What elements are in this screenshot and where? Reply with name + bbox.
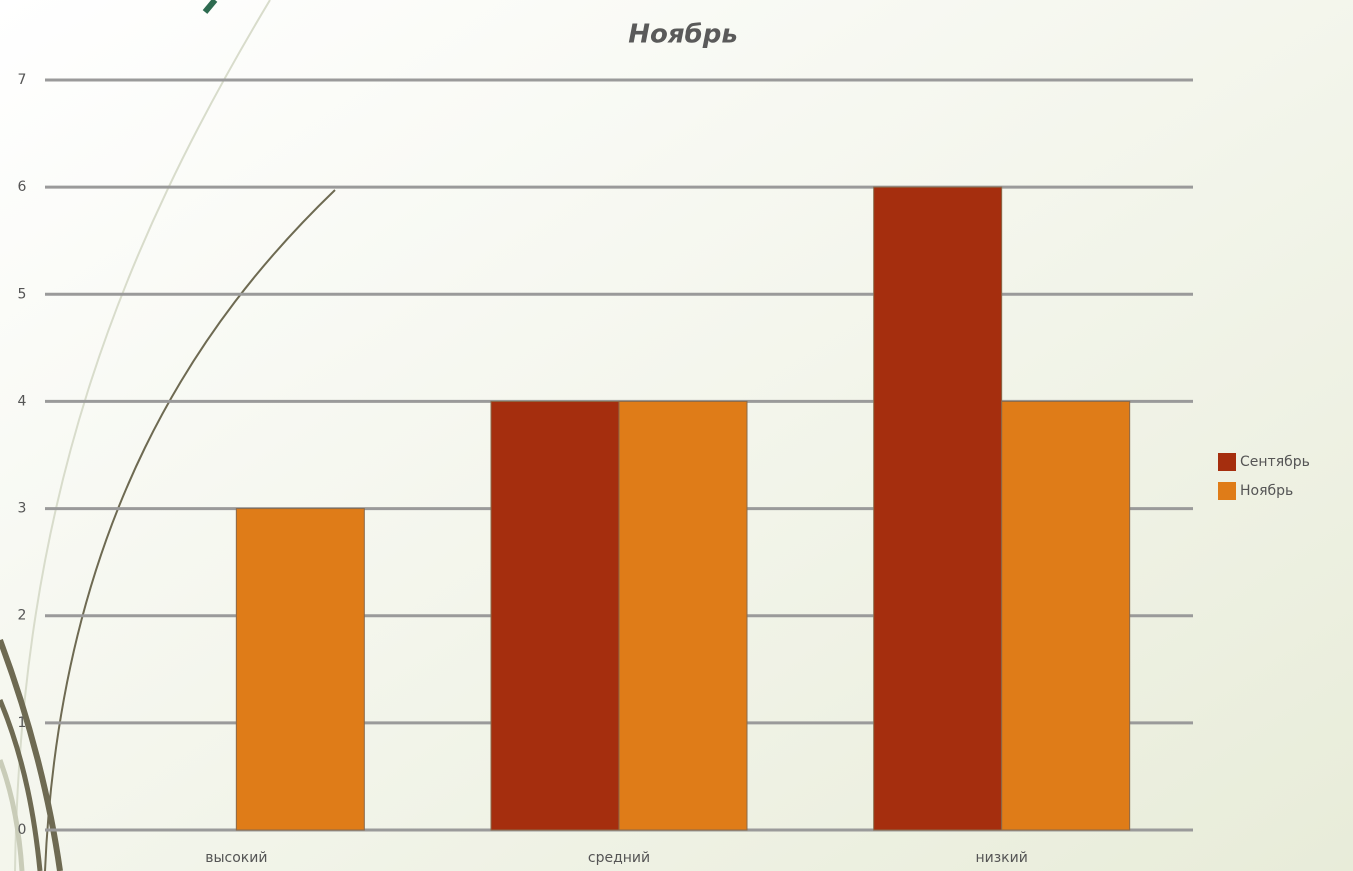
y-tick-label: 2 [18, 608, 27, 624]
chart-title: Ноябрь [628, 20, 738, 50]
bar [1001, 400, 1131, 831]
legend-label: Сентябрь [1240, 454, 1310, 470]
legend-swatch [1218, 482, 1236, 500]
decoration [0, 0, 336, 871]
x-tick-label: высокий [205, 850, 267, 866]
bar [235, 508, 365, 831]
legend-label: Ноябрь [1240, 483, 1293, 499]
bar [490, 400, 620, 831]
y-tick-label: 6 [18, 179, 27, 195]
y-tick-label: 7 [18, 72, 27, 88]
y-tick-label: 3 [18, 501, 27, 517]
legend-swatch [1218, 453, 1236, 471]
y-tick-label: 0 [18, 822, 27, 838]
x-tick-label: средний [588, 850, 650, 866]
bar [618, 400, 748, 831]
y-tick-label: 5 [18, 286, 27, 302]
x-tick-label: низкий [975, 850, 1027, 866]
y-tick-label: 4 [18, 393, 27, 409]
bar [873, 186, 1003, 831]
y-tick-label: 1 [18, 715, 27, 731]
